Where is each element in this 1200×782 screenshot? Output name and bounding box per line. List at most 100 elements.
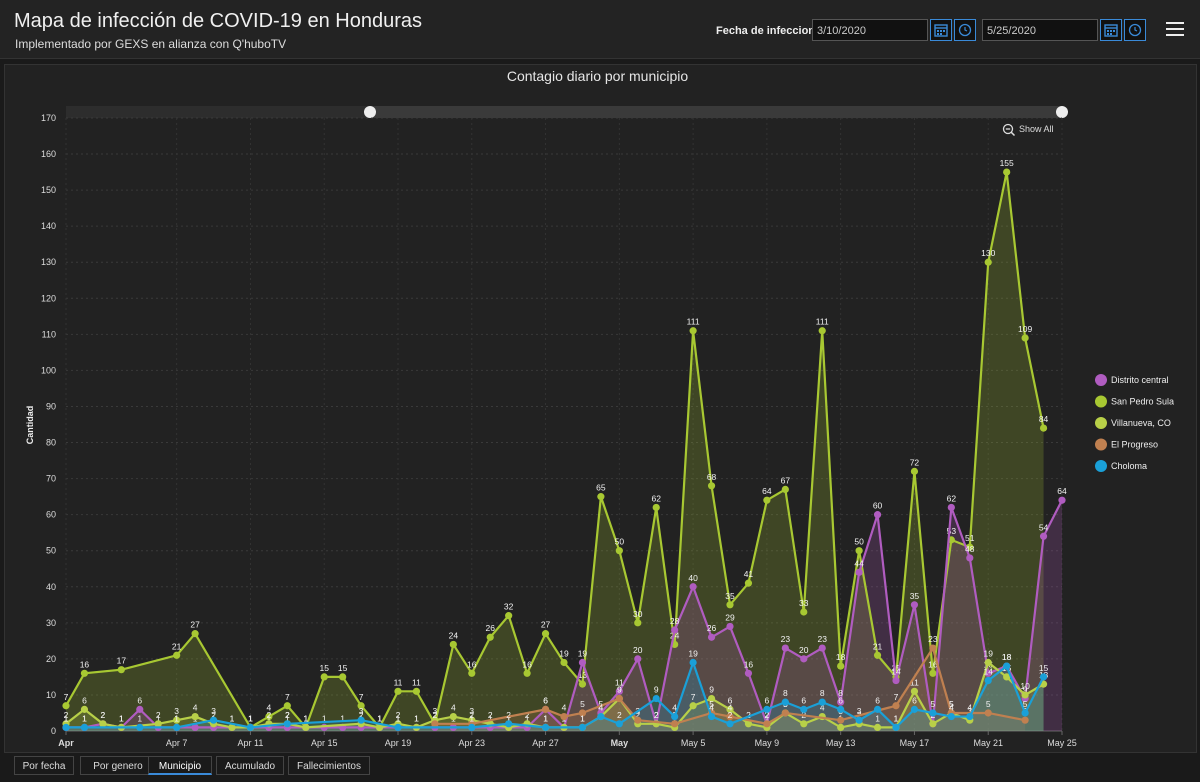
data-point[interactable] — [1039, 532, 1048, 540]
data-point[interactable] — [892, 702, 900, 710]
tab-por-fecha[interactable]: Por fecha — [14, 756, 74, 775]
data-point[interactable] — [781, 698, 789, 706]
data-point[interactable] — [117, 666, 125, 674]
data-point[interactable] — [505, 720, 513, 728]
data-point[interactable] — [191, 723, 199, 731]
data-point[interactable] — [929, 709, 937, 717]
data-point[interactable] — [873, 651, 882, 659]
data-point[interactable] — [689, 702, 697, 710]
data-point[interactable] — [910, 601, 919, 609]
data-point[interactable] — [191, 712, 199, 721]
data-point[interactable] — [689, 327, 697, 335]
data-point[interactable] — [136, 723, 144, 731]
data-point[interactable] — [1021, 716, 1029, 724]
data-point[interactable] — [781, 485, 789, 494]
data-point[interactable] — [412, 687, 421, 695]
data-point[interactable] — [1039, 424, 1048, 432]
data-point[interactable] — [910, 705, 919, 713]
data-point[interactable] — [800, 608, 808, 616]
data-point[interactable] — [892, 676, 900, 685]
data-point[interactable] — [80, 705, 89, 713]
hamburger-menu-icon[interactable] — [1166, 22, 1184, 36]
data-point[interactable] — [634, 619, 642, 627]
data-point[interactable] — [947, 503, 955, 512]
data-point[interactable] — [357, 702, 365, 710]
data-point[interactable] — [910, 467, 919, 475]
data-point[interactable] — [80, 669, 89, 677]
data-point[interactable] — [652, 694, 660, 703]
zoom-handle-left[interactable] — [364, 106, 376, 118]
data-point[interactable] — [136, 705, 144, 713]
data-point[interactable] — [929, 720, 937, 728]
data-point[interactable] — [726, 622, 734, 631]
data-point[interactable] — [283, 702, 291, 710]
data-point[interactable] — [62, 702, 70, 710]
data-point[interactable] — [726, 720, 734, 728]
data-point[interactable] — [800, 655, 808, 663]
data-point[interactable] — [1003, 662, 1011, 670]
data-point[interactable] — [671, 720, 679, 728]
data-point[interactable] — [837, 705, 845, 713]
data-point[interactable] — [671, 712, 679, 721]
data-point[interactable] — [615, 547, 623, 555]
data-point[interactable] — [505, 612, 513, 620]
data-point[interactable] — [800, 720, 808, 728]
show-all-button[interactable]: Show All — [1019, 124, 1054, 134]
zoom-out-icon[interactable] — [1002, 123, 1016, 137]
data-point[interactable] — [763, 720, 771, 728]
data-point[interactable] — [486, 633, 494, 641]
data-point[interactable] — [173, 651, 181, 659]
data-point[interactable] — [707, 712, 716, 721]
data-point[interactable] — [265, 712, 273, 721]
data-point[interactable] — [541, 705, 550, 713]
data-point[interactable] — [246, 723, 255, 731]
data-point[interactable] — [154, 720, 162, 728]
data-point[interactable] — [929, 669, 937, 677]
data-point[interactable] — [671, 626, 679, 634]
data-point[interactable] — [689, 658, 697, 667]
data-point[interactable] — [966, 543, 974, 551]
data-point[interactable] — [615, 687, 623, 695]
tab-municipio[interactable]: Municipio — [148, 756, 212, 775]
data-point[interactable] — [818, 327, 826, 335]
legend-item[interactable]: El Progreso — [1095, 438, 1158, 451]
legend-item[interactable]: San Pedro Sula — [1095, 395, 1174, 408]
data-point[interactable] — [781, 644, 789, 652]
data-point[interactable] — [966, 554, 974, 562]
date-to-input[interactable]: 5/25/2020 — [982, 19, 1098, 41]
data-point[interactable] — [818, 644, 826, 652]
data-point[interactable] — [394, 723, 402, 731]
data-point[interactable] — [707, 694, 716, 703]
data-point[interactable] — [523, 669, 531, 677]
data-point[interactable] — [744, 669, 753, 677]
data-point[interactable] — [744, 579, 753, 587]
data-point[interactable] — [892, 723, 900, 731]
data-point[interactable] — [707, 633, 716, 641]
data-point[interactable] — [744, 720, 753, 728]
data-point[interactable] — [191, 630, 199, 638]
data-point[interactable] — [855, 547, 863, 555]
data-point[interactable] — [578, 723, 587, 731]
data-point[interactable] — [763, 705, 771, 713]
data-point[interactable] — [431, 720, 439, 728]
data-point[interactable] — [99, 720, 107, 728]
data-point[interactable] — [763, 496, 771, 504]
legend-item[interactable]: Choloma — [1095, 460, 1147, 472]
data-point[interactable] — [597, 493, 605, 501]
data-point[interactable] — [726, 705, 734, 713]
data-point[interactable] — [800, 705, 808, 713]
data-point[interactable] — [818, 698, 826, 706]
calendar-from-button[interactable] — [930, 19, 952, 41]
data-point[interactable] — [873, 511, 882, 519]
data-point[interactable] — [541, 630, 550, 638]
data-point[interactable] — [984, 709, 992, 717]
tab-acumulado[interactable]: Acumulado — [216, 756, 284, 775]
data-point[interactable] — [966, 712, 974, 721]
data-point[interactable] — [873, 705, 882, 713]
data-point[interactable] — [302, 723, 310, 731]
data-point[interactable] — [837, 698, 845, 706]
data-point[interactable] — [1021, 334, 1029, 342]
data-point[interactable] — [726, 601, 734, 609]
calendar-to-button[interactable] — [1100, 19, 1122, 41]
data-point[interactable] — [597, 712, 605, 721]
